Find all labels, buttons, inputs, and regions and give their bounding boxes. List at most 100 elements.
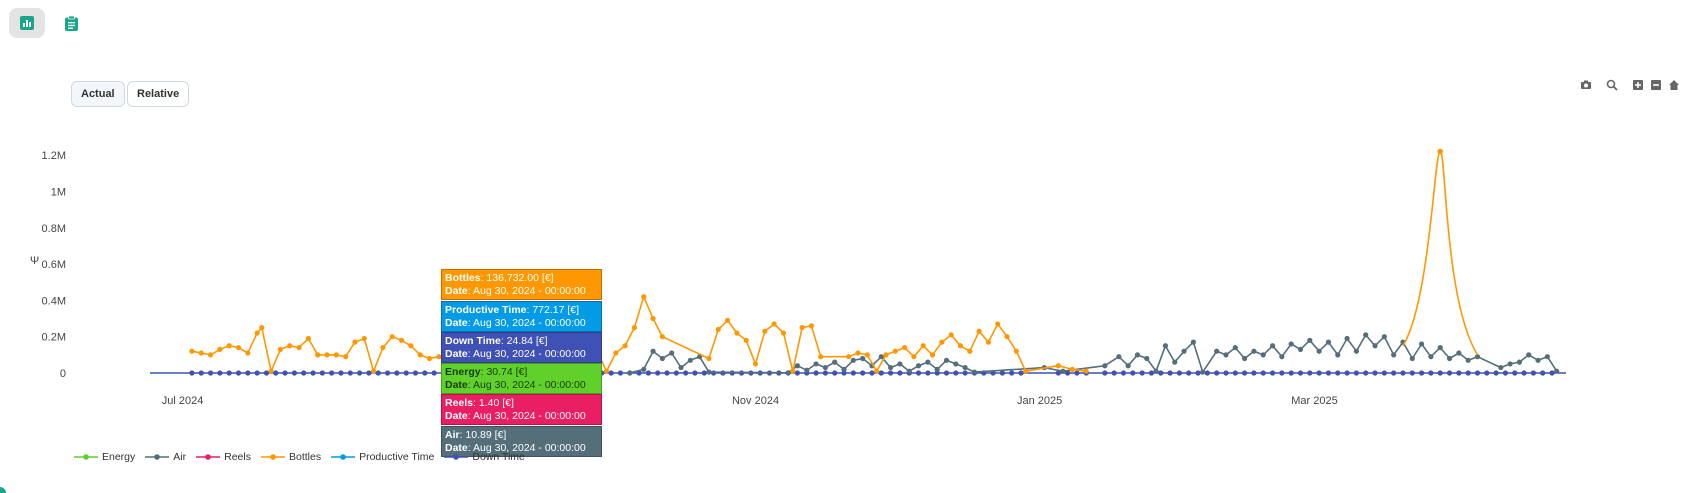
data-point-bottles xyxy=(305,335,311,342)
down-time-point xyxy=(860,370,866,376)
down-time-point xyxy=(1381,370,1387,376)
legend-label: Down Time xyxy=(472,451,525,463)
y-tick-label: 0 xyxy=(60,368,66,380)
relative-toggle-button[interactable]: Relative xyxy=(127,81,190,107)
data-point-air xyxy=(1223,352,1229,358)
data-point-bottles xyxy=(277,346,284,353)
tooltip-series-name: Air xyxy=(445,429,460,441)
down-time-point xyxy=(683,370,689,376)
down-time-point xyxy=(1018,370,1024,376)
tooltip-item-energy: Energy: 30.74 [€] Date: Aug 30, 2024 - 00… xyxy=(441,363,602,394)
down-time-point xyxy=(1009,370,1015,376)
legend-item-productive_time[interactable]: Productive Time xyxy=(331,451,434,463)
down-time-point xyxy=(1540,370,1546,376)
camera-icon[interactable] xyxy=(1580,78,1594,92)
down-time-point xyxy=(1232,370,1238,376)
data-point-air xyxy=(1288,341,1294,347)
data-point-air xyxy=(659,355,665,362)
down-time-point xyxy=(1251,370,1257,376)
down-time-point xyxy=(1158,370,1164,376)
data-point-air xyxy=(860,355,866,362)
down-time-point xyxy=(813,370,819,376)
down-time-point xyxy=(217,370,223,376)
data-point-air xyxy=(953,361,959,367)
down-time-point xyxy=(1139,370,1145,376)
down-time-point xyxy=(1111,370,1117,376)
data-point-bottles xyxy=(920,343,926,349)
down-time-point xyxy=(347,370,353,376)
legend-item-energy[interactable]: Energy xyxy=(74,451,135,463)
data-point-bottles xyxy=(715,326,721,333)
down-time-point xyxy=(897,370,903,376)
data-point-air xyxy=(1474,354,1481,360)
zoom-out-icon[interactable] xyxy=(1650,78,1664,92)
down-time-point xyxy=(1148,370,1155,376)
down-time-point xyxy=(1344,370,1350,376)
data-point-air xyxy=(832,359,838,365)
tooltip-series-name: Bottles xyxy=(445,272,481,284)
data-point-air xyxy=(962,364,968,371)
data-point-air xyxy=(934,366,940,372)
data-point-air xyxy=(785,370,791,376)
legend-label: Productive Time xyxy=(359,451,435,463)
data-point-air xyxy=(1419,341,1425,347)
down-time-point xyxy=(1176,370,1182,376)
report-view-button[interactable] xyxy=(53,8,89,38)
data-point-bottles xyxy=(864,352,870,358)
legend-item-down_time[interactable]: Down Time xyxy=(444,451,525,463)
tooltip-value: : 24.84 [€] xyxy=(500,335,548,347)
data-point-air xyxy=(1172,359,1178,365)
actual-toggle-button[interactable]: Actual xyxy=(71,81,125,107)
zoom-in-icon[interactable] xyxy=(1632,78,1646,92)
legend-swatch-icon xyxy=(74,454,98,460)
bottles-peak-line xyxy=(1402,150,1479,356)
y-tick-label: 0.2M xyxy=(42,332,66,344)
tooltip-item-bottles: Bottles: 136,732.00 [€] Date: Aug 30, 202… xyxy=(441,269,602,300)
tooltip-date-label: Date xyxy=(445,379,468,391)
data-point-bottles xyxy=(235,344,242,351)
down-time-point xyxy=(1102,370,1108,376)
peak-layer xyxy=(1402,148,1479,356)
down-time-point xyxy=(384,370,391,376)
data-point-air xyxy=(641,366,647,372)
data-point-bottles xyxy=(883,352,889,358)
data-point-air xyxy=(1214,348,1220,354)
data-point-bottles xyxy=(343,354,349,360)
legend-item-air[interactable]: Air xyxy=(145,451,186,463)
down-time-point xyxy=(832,370,838,376)
data-point-bottles xyxy=(389,334,395,340)
data-point-air xyxy=(1381,334,1387,340)
legend-item-bottles[interactable]: Bottles xyxy=(260,451,321,463)
data-point-air xyxy=(1060,368,1066,374)
data-point-bottles xyxy=(436,354,442,360)
down-time-point xyxy=(1297,370,1304,376)
legend-swatch-icon xyxy=(331,454,356,460)
down-time-point xyxy=(673,370,679,376)
down-time-point xyxy=(1279,370,1285,376)
tooltip-date-label: Date xyxy=(445,285,468,297)
legend-item-reels[interactable]: Reels xyxy=(196,451,251,463)
data-point-air xyxy=(1116,354,1122,360)
tooltip-date-label: Date xyxy=(445,442,468,454)
chart-view-button[interactable] xyxy=(9,8,45,38)
down-time-point xyxy=(934,370,940,376)
down-time-point xyxy=(301,370,307,376)
data-point-bottles xyxy=(217,346,223,353)
tooltip-series-name: Energy xyxy=(445,366,481,378)
data-point-air xyxy=(1526,352,1532,358)
series-air xyxy=(627,332,1560,376)
y-tick-label: 0.6M xyxy=(42,259,66,271)
down-time-point xyxy=(1335,370,1341,376)
down-time-point xyxy=(869,370,875,376)
zoom-icon[interactable] xyxy=(1606,78,1620,92)
data-point-bottles xyxy=(771,321,777,327)
tooltip-date: : Aug 30, 2024 - 00:00:00 xyxy=(467,410,586,422)
data-point-bottles xyxy=(743,337,749,343)
down-time-point xyxy=(953,370,959,376)
down-time-point xyxy=(254,370,260,376)
down-time-point xyxy=(655,370,661,376)
y-tick-label: 1.2M xyxy=(42,150,66,162)
home-icon[interactable] xyxy=(1668,78,1681,92)
data-point-air xyxy=(850,357,856,363)
